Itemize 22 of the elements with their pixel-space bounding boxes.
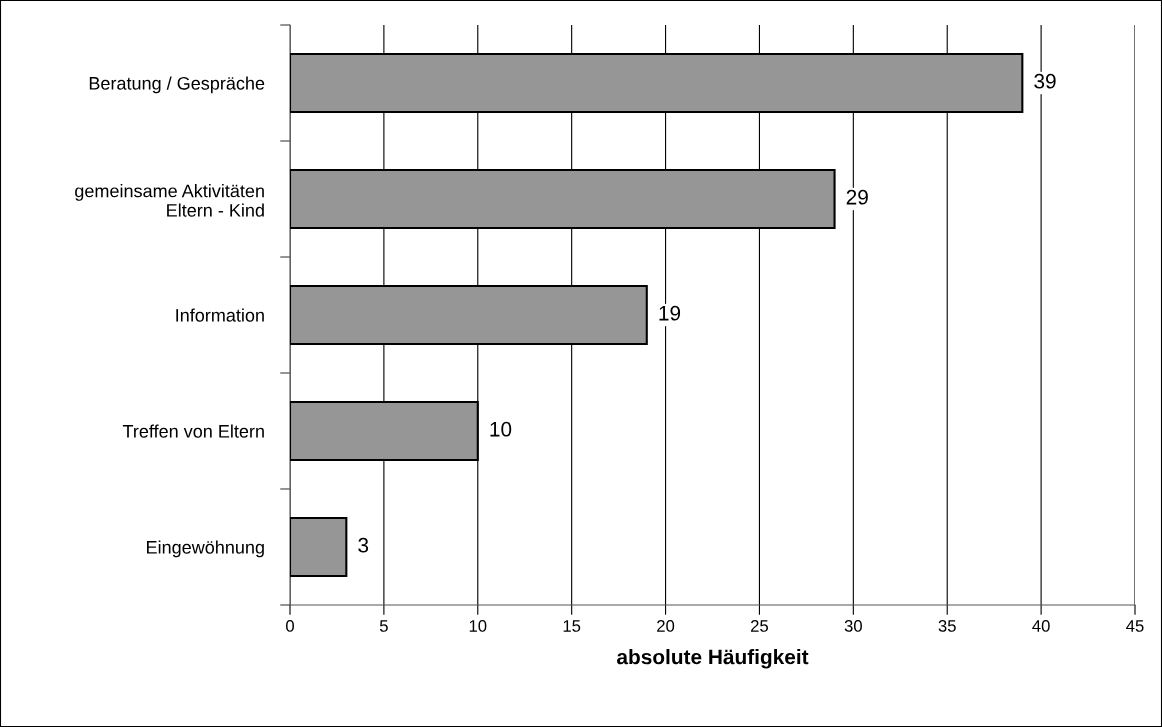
y-tick-label: Treffen von Eltern <box>122 424 264 438</box>
y-tick-label: Information <box>176 308 264 322</box>
x-tick-label: 35 <box>938 620 956 632</box>
y-tick-label: gemeinsame Aktivitäten Eltern - Kind <box>75 184 264 217</box>
data-label: 10 <box>490 421 512 437</box>
y-tick-label: Eingewöhnung <box>147 540 264 558</box>
x-tick-label: 25 <box>751 620 769 632</box>
x-tick-label: 5 <box>379 620 388 632</box>
data-label: 19 <box>659 305 681 321</box>
x-tick-label: 30 <box>844 620 862 632</box>
data-label: 3 <box>358 537 369 553</box>
x-tick-label: 45 <box>1126 620 1144 632</box>
data-label: 29 <box>846 189 868 205</box>
x-tick-label: 20 <box>657 620 675 632</box>
x-tick-label: 10 <box>469 620 487 632</box>
x-axis-title: absolute Häufigkeit <box>617 649 809 669</box>
x-tick-label: 0 <box>286 620 294 632</box>
x-tick-label: 40 <box>1032 620 1050 632</box>
data-label: 39 <box>1034 73 1056 89</box>
bar <box>290 516 348 578</box>
y-tick-label: Beratung / Gespräche <box>89 76 265 94</box>
x-tick-label: 15 <box>563 620 581 632</box>
